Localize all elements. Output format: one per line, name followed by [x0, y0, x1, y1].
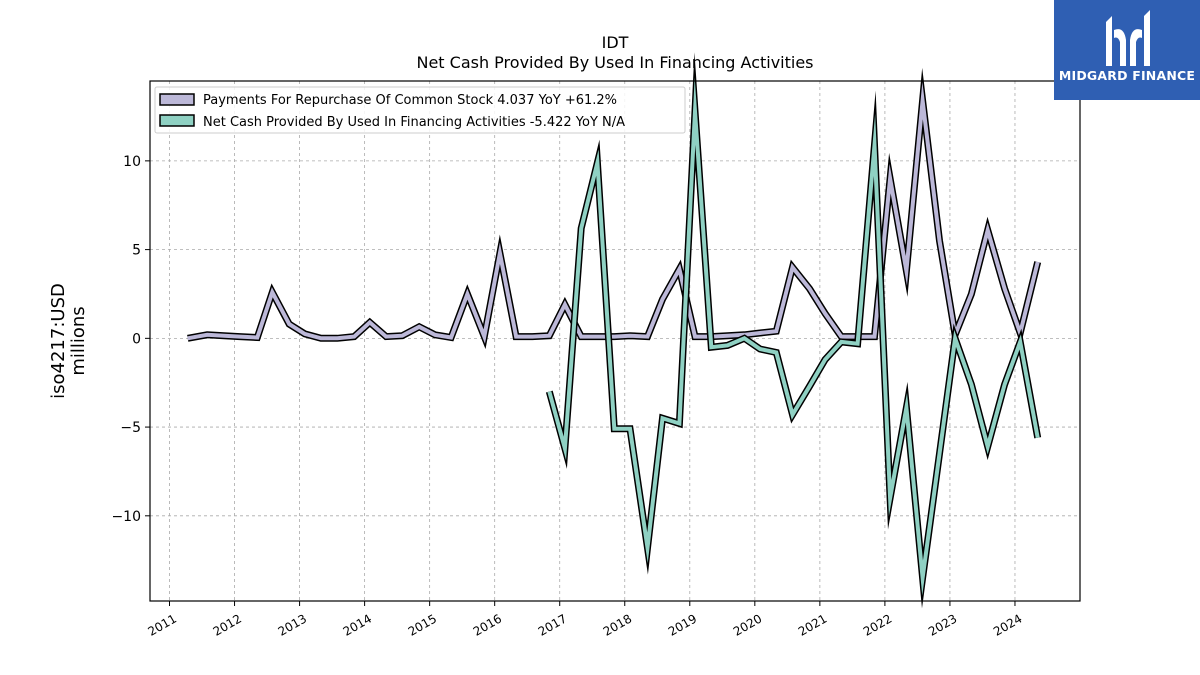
y-axis-label-line2: millions — [68, 306, 89, 375]
x-tick-label: 2012 — [211, 611, 244, 638]
x-tick-label: 2014 — [341, 611, 374, 638]
x-tick-label: 2022 — [861, 611, 894, 638]
y-tick-label: −10 — [111, 509, 141, 525]
series-line-0 — [187, 81, 1040, 344]
x-tick-label: 2015 — [406, 611, 439, 638]
chart-title: IDT — [602, 33, 629, 52]
grid — [150, 81, 1080, 601]
x-tick-label: 2013 — [276, 611, 309, 638]
x-tick-label: 2020 — [731, 611, 764, 638]
y-axis-label: iso4217:USD millions — [48, 283, 89, 399]
legend-box — [154, 86, 686, 134]
y-axis: −10 −5 0 5 10 — [111, 154, 150, 525]
series-outline-1 — [545, 52, 1042, 609]
logo: MIDGARD FINANCE — [1054, 0, 1200, 100]
logo-text: MIDGARD FINANCE — [1058, 68, 1196, 83]
x-tick-label: 2024 — [991, 611, 1024, 638]
series-layer — [187, 52, 1042, 609]
y-tick-label: 0 — [132, 331, 141, 347]
y-axis-label-line1: iso4217:USD — [48, 283, 69, 399]
y-tick-label: −5 — [120, 420, 141, 436]
series-line-1 — [547, 77, 1040, 596]
x-tick-label: 2023 — [926, 611, 959, 638]
x-tick-label: 2019 — [666, 611, 699, 638]
x-tick-label: 2018 — [601, 611, 634, 638]
y-tick-label: 5 — [132, 243, 141, 259]
x-tick-label: 2017 — [536, 611, 569, 638]
x-tick-label: 2021 — [796, 611, 829, 638]
chart-subtitle: Net Cash Provided By Used In Financing A… — [416, 53, 813, 72]
legend-entry-repurchase: Payments For Repurchase Of Common Stock … — [203, 93, 617, 108]
x-tick-label: 2011 — [146, 611, 179, 638]
legend: Payments For Repurchase Of Common Stock … — [154, 86, 686, 134]
legend-entry-financing: Net Cash Provided By Used In Financing A… — [203, 115, 625, 130]
legend-swatch-repurchase — [159, 93, 195, 106]
plot-frame — [149, 80, 1081, 602]
logo-mark-icon — [1106, 10, 1150, 66]
x-tick-label: 2016 — [471, 611, 504, 638]
y-tick-label: 10 — [123, 154, 141, 170]
legend-swatch-financing — [159, 114, 195, 127]
x-axis: 2011 2012 2013 2014 2015 2016 2017 2018 2019 2020… — [146, 601, 1024, 639]
